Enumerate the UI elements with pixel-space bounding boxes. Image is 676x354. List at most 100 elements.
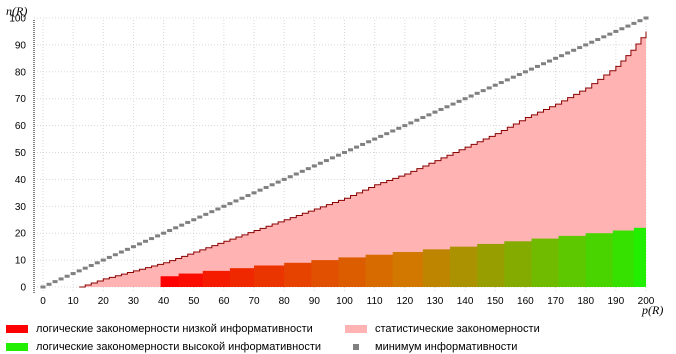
x-axis-ticks: 0 10 20 30 40 50 60 70 80 90 100 110 120 130 140 150 160… (40, 296, 655, 307)
min-marker (426, 113, 432, 117)
min-marker (462, 97, 468, 101)
x-tick-label: 40 (158, 296, 170, 307)
min-marker (130, 245, 136, 249)
min-marker (191, 218, 197, 222)
y-tick-label: 80 (15, 67, 27, 78)
x-tick-label: 10 (68, 296, 80, 307)
legend-swatch-red (6, 325, 28, 333)
x-tick-label: 170 (547, 296, 564, 307)
y-tick-label: 70 (15, 94, 27, 105)
min-marker (233, 199, 239, 203)
min-marker (619, 27, 625, 31)
min-marker (179, 223, 185, 227)
min-marker (70, 272, 76, 276)
min-marker (414, 118, 420, 122)
legend-swatch-pink (345, 325, 367, 333)
min-marker (474, 91, 480, 95)
min-marker (311, 164, 317, 168)
min-marker (227, 202, 233, 206)
x-tick-label: 160 (517, 296, 534, 307)
min-marker (450, 102, 456, 106)
min-marker (335, 153, 341, 157)
x-tick-label: 50 (188, 296, 200, 307)
min-marker (516, 72, 522, 76)
min-marker (40, 285, 46, 289)
plot-area (33, 16, 649, 293)
minimum-informativeness-series (40, 16, 649, 289)
min-marker (360, 142, 366, 146)
legend-label: минимум информативности (375, 341, 518, 353)
y-tick-label: 60 (15, 121, 27, 132)
min-marker (76, 269, 82, 273)
y-axis-ticks: 0 10 20 30 40 50 60 70 80 90 100 (9, 14, 26, 294)
y-tick-label: 90 (15, 40, 27, 51)
min-marker (149, 237, 155, 241)
legend-label: статистические закономерности (375, 323, 540, 335)
min-marker (161, 231, 167, 235)
min-marker (52, 280, 58, 284)
min-marker (420, 116, 426, 120)
min-marker (124, 247, 130, 251)
legend-marker-gray (353, 344, 359, 350)
min-marker (492, 83, 498, 87)
min-marker (480, 89, 486, 93)
x-tick-label: 150 (487, 296, 504, 307)
y-tick-label: 50 (15, 148, 27, 159)
x-tick-label: 180 (577, 296, 594, 307)
statistical-area-edge (79, 31, 647, 288)
min-marker (510, 75, 516, 79)
min-marker (601, 35, 607, 39)
min-marker (88, 263, 94, 267)
min-marker (329, 156, 335, 160)
legend-item-minimum: минимум информативности (345, 340, 517, 354)
min-marker (565, 51, 571, 55)
min-marker (317, 161, 323, 165)
min-marker (323, 159, 329, 163)
min-marker (613, 29, 619, 33)
legend-item-logic-high: логические закономерности высокой информ… (6, 340, 321, 354)
min-marker (46, 282, 52, 286)
min-marker (173, 226, 179, 230)
min-marker (82, 266, 88, 270)
y-tick-label: 0 (20, 283, 26, 294)
min-marker (390, 129, 396, 133)
min-marker (444, 105, 450, 109)
min-marker (438, 107, 444, 111)
min-marker (540, 62, 546, 66)
min-marker (197, 215, 203, 219)
legend-item-statistical: статистические закономерности (345, 322, 540, 336)
min-marker (522, 70, 528, 74)
x-tick-label: 30 (128, 296, 140, 307)
min-marker (215, 207, 221, 211)
logic-band (633, 227, 646, 287)
y-axis-label: n(R) (6, 4, 27, 18)
min-marker (583, 43, 589, 47)
min-marker (245, 194, 251, 198)
min-marker (504, 78, 510, 82)
min-marker (112, 253, 118, 257)
min-marker (456, 99, 462, 103)
min-marker (275, 180, 281, 184)
x-tick-label: 200 (638, 296, 655, 307)
min-marker (239, 196, 245, 200)
min-marker (643, 16, 649, 20)
x-tick-label: 190 (608, 296, 625, 307)
legend-label: логические закономерности высокой информ… (36, 341, 322, 353)
min-marker (432, 110, 438, 114)
min-marker (305, 167, 311, 171)
min-marker (486, 86, 492, 90)
min-marker (384, 132, 390, 136)
y-tick-label: 100 (9, 14, 26, 25)
min-marker (58, 277, 64, 281)
min-marker (402, 124, 408, 128)
min-marker (287, 175, 293, 179)
legend-label: логические закономерности низкой информа… (36, 323, 313, 335)
min-marker (257, 188, 263, 192)
min-marker (106, 255, 112, 259)
min-marker (607, 32, 613, 36)
legend-swatch-green (6, 343, 28, 351)
x-tick-label: 140 (457, 296, 474, 307)
y-tick-label: 10 (15, 256, 27, 267)
min-marker (396, 126, 402, 130)
statistical-area (79, 31, 647, 288)
